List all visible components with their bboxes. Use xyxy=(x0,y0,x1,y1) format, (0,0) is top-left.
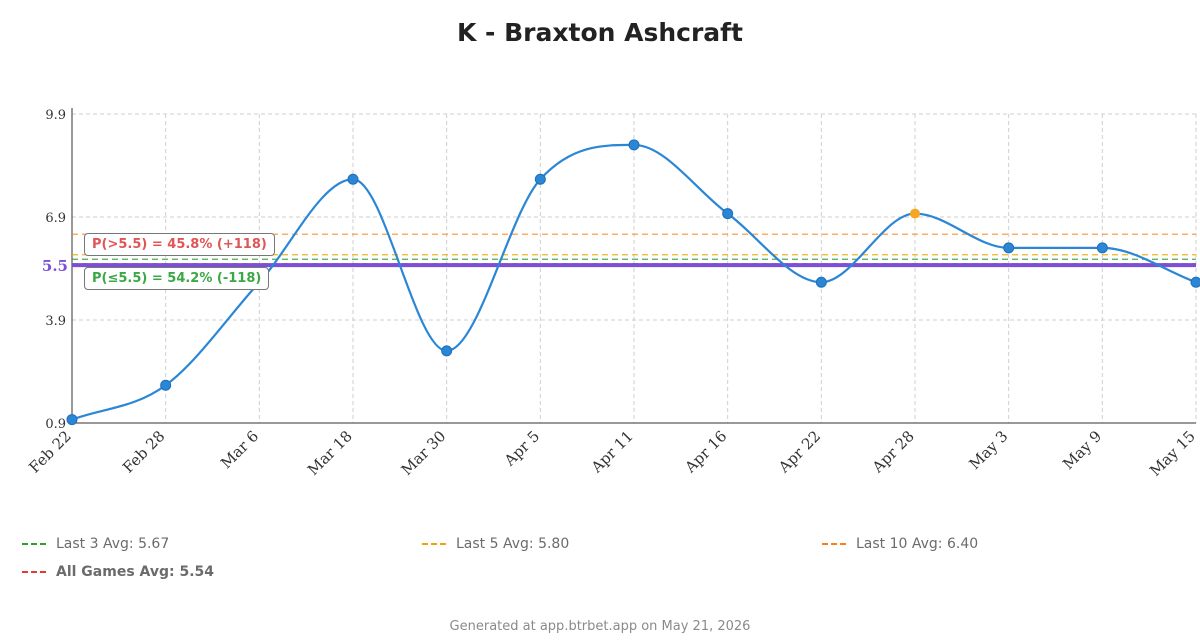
legend-last10-label: Last 10 Avg: 6.40 xyxy=(856,536,979,552)
footer-text: Generated at app.btrbet.app on May 21, 2… xyxy=(449,619,751,634)
x-tick-label: Apr 11 xyxy=(587,427,637,477)
x-tick-label: Apr 22 xyxy=(774,427,824,477)
line-chart: 0.9 3.9 6.9 9.9 Feb 22 Feb 28 Mar 6 Mar 18 Mar 3… xyxy=(25,108,1200,480)
x-tick-label: Apr 16 xyxy=(681,427,731,477)
legend-all-games-swatch xyxy=(22,571,46,573)
x-tick-label: Mar 30 xyxy=(398,427,450,479)
legend-last3-swatch xyxy=(22,543,46,545)
legend-all-games: All Games Avg: 5.54 xyxy=(22,564,214,580)
legend-last10-swatch xyxy=(822,543,846,545)
data-point xyxy=(1190,276,1200,288)
x-tick-label: Mar 6 xyxy=(217,427,262,472)
prop-line-label: 5.5 xyxy=(42,257,68,275)
x-tick-label: Apr 28 xyxy=(868,427,918,477)
data-point xyxy=(66,414,78,426)
x-tick-label: Mar 18 xyxy=(304,427,356,479)
legend-last3-label: Last 3 Avg: 5.67 xyxy=(56,536,170,552)
legend-all-games-label: All Games Avg: 5.54 xyxy=(56,564,215,580)
data-point xyxy=(1003,242,1015,254)
data-point xyxy=(722,208,734,220)
legend-last5: Last 5 Avg: 5.80 xyxy=(422,536,569,552)
y-tick-label: 9.9 xyxy=(45,108,66,123)
x-tick-label: May 15 xyxy=(1146,427,1199,480)
prob-over-label: P(>5.5) = 45.8% (+118) xyxy=(84,233,275,257)
data-point xyxy=(628,139,640,151)
prob-under-label: P(≤5.5) = 54.2% (-118) xyxy=(84,266,270,290)
y-tick-label: 6.9 xyxy=(45,211,66,226)
x-tick-label: Apr 5 xyxy=(500,427,543,470)
data-point xyxy=(441,345,453,357)
x-tick-label: Feb 22 xyxy=(25,427,74,476)
y-tick-label: 3.9 xyxy=(45,314,66,329)
legend-last10: Last 10 Avg: 6.40 xyxy=(822,536,978,552)
x-tick-label: May 9 xyxy=(1059,427,1105,473)
y-tick-label: 0.9 xyxy=(45,417,66,432)
data-point xyxy=(815,276,827,288)
data-point xyxy=(1096,242,1108,254)
data-point xyxy=(160,379,172,391)
data-point xyxy=(910,208,920,219)
data-point xyxy=(534,173,546,185)
legend-last5-swatch xyxy=(422,543,446,545)
data-point xyxy=(347,173,359,185)
x-tick-label: May 3 xyxy=(965,427,1011,473)
x-tick-label: Feb 28 xyxy=(119,427,168,476)
legend-last3: Last 3 Avg: 5.67 xyxy=(22,536,169,552)
chart-title: K - Braxton Ashcraft xyxy=(456,18,744,47)
legend-last5-label: Last 5 Avg: 5.80 xyxy=(456,536,570,552)
